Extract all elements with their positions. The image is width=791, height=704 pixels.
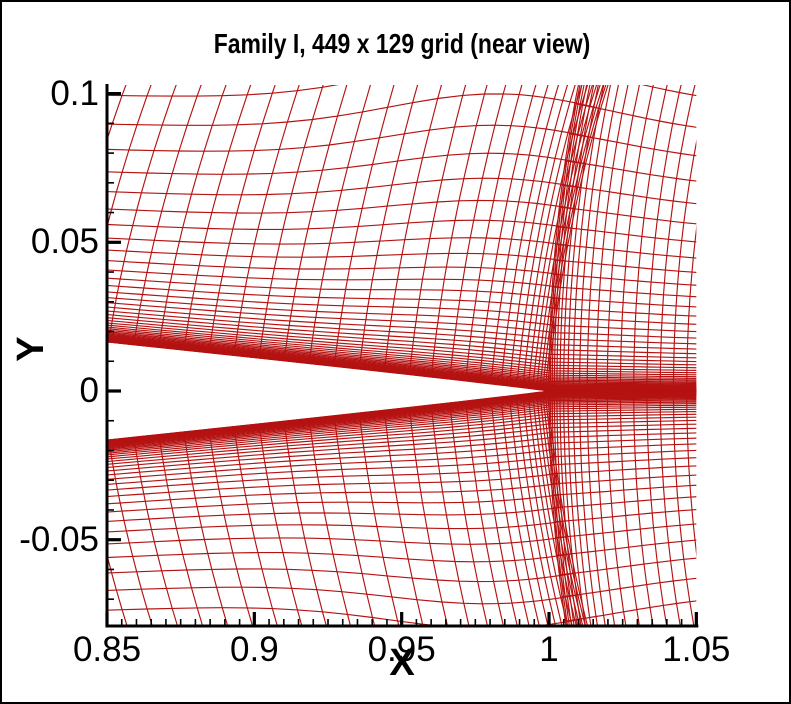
y-tick-label: -0.05 (19, 519, 99, 559)
x-tick-label: 1.05 (662, 630, 731, 669)
y-tick-label: 0.05 (30, 222, 99, 262)
x-axis-title: X (389, 642, 415, 684)
x-tick-label: 0.9 (230, 630, 279, 669)
y-tick-label: 0.1 (50, 73, 99, 113)
x-tick-label: 0.95 (367, 630, 436, 669)
x-tick-label: 0.85 (72, 630, 142, 669)
y-axis-title: Y (9, 336, 52, 362)
chart-title: Family I, 449 x 129 grid (near view) (213, 28, 591, 59)
x-tick-label: 1 (539, 630, 559, 669)
y-tick-label: 0 (79, 371, 99, 410)
